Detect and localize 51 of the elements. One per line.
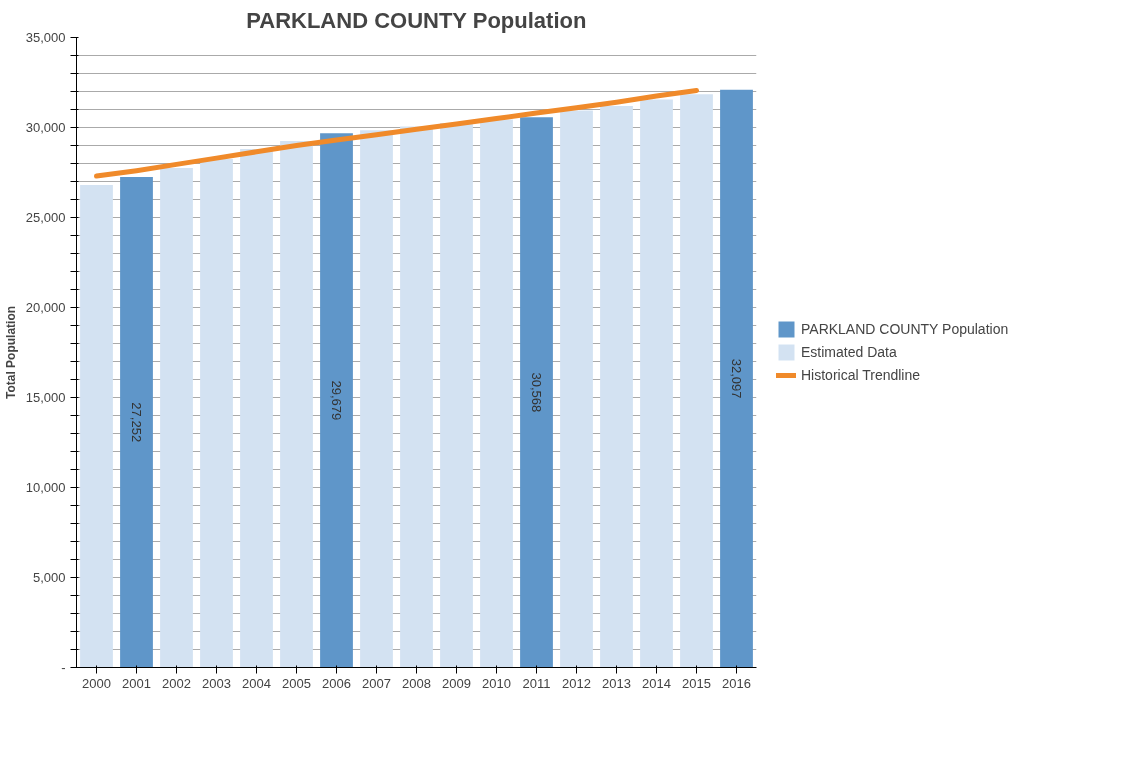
y-axis-title: Total Population [3,305,18,400]
bar [720,89,753,668]
x-tick-label: 2009 [442,675,471,691]
x-tick-label: 2015 [682,675,711,691]
bar [320,133,353,668]
bar [240,149,273,668]
y-tick-label: 20,000 [25,300,66,315]
x-tick-label: 2000 [82,675,111,691]
y-tick-label: 25,000 [25,210,66,225]
y-tick-label: - [61,660,66,675]
x-tick-label: 2003 [202,675,231,691]
bar [680,94,713,668]
legend-label: PARKLAND COUNTY Population [801,321,1009,337]
bar [160,168,193,668]
y-tick-label: 30,000 [25,120,66,135]
legend-label: Historical Trendline [801,367,921,383]
bar [120,176,153,668]
bar [600,105,633,668]
x-tick-label: 2002 [162,675,191,691]
chart-title: PARKLAND COUNTY Population [246,7,587,33]
x-tick-label: 2013 [602,675,631,691]
data-label: 32,097 [729,358,744,399]
y-tick-label: 35,000 [25,30,66,45]
bar [400,126,433,668]
x-tick-label: 2008 [402,675,431,691]
y-tick-label: 5,000 [32,570,66,585]
x-tick-label: 2004 [242,675,271,691]
x-tick-label: 2014 [642,675,671,691]
data-label: 29,679 [329,380,344,421]
x-tick-label: 2005 [282,675,311,691]
x-tick-label: 2006 [322,675,351,691]
bar [480,119,513,668]
bar [80,185,113,668]
x-tick-label: 2007 [362,675,391,691]
data-label: 27,252 [129,402,144,443]
x-tick-label: 2012 [562,675,591,691]
bar [520,117,553,668]
x-tick-label: 2010 [482,675,511,691]
legend-label: Estimated Data [801,344,897,360]
data-label: 30,568 [529,372,544,413]
x-tick-label: 2016 [722,675,751,691]
bar [560,110,593,668]
bar [200,159,233,668]
x-tick-label: 2001 [122,675,151,691]
x-tick-label: 2011 [522,675,551,691]
bar [440,123,473,668]
bar [360,130,393,668]
bar [640,99,673,668]
bar [280,141,313,668]
y-tick-label: 15,000 [25,390,66,405]
y-tick-label: 10,000 [25,480,66,495]
